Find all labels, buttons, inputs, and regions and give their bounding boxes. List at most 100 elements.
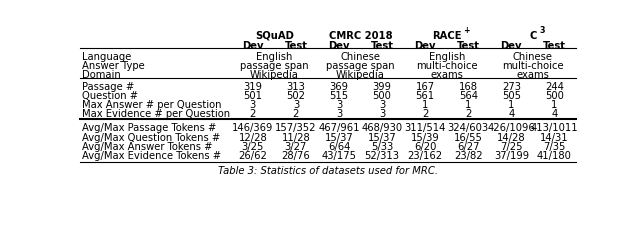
Text: 324/603: 324/603	[448, 123, 489, 133]
Text: Table 3: Statistics of datasets used for MRC.: Table 3: Statistics of datasets used for…	[218, 165, 438, 175]
Text: 3: 3	[336, 100, 342, 110]
Text: 1: 1	[422, 100, 428, 110]
Text: Wikipedia: Wikipedia	[336, 70, 385, 80]
Text: 12/28: 12/28	[239, 132, 268, 142]
Text: exams: exams	[516, 70, 549, 80]
Text: 26/62: 26/62	[238, 150, 268, 160]
Text: 3: 3	[379, 109, 385, 119]
Text: Avg/Max Question Tokens #: Avg/Max Question Tokens #	[82, 132, 220, 142]
Text: 311/514: 311/514	[404, 123, 446, 133]
Text: 561: 561	[415, 91, 435, 100]
Text: C: C	[529, 31, 536, 41]
Text: 3: 3	[336, 109, 342, 119]
Text: 244: 244	[545, 81, 564, 91]
Text: 6/64: 6/64	[328, 141, 350, 151]
Text: Answer Type: Answer Type	[82, 61, 145, 71]
Text: Dev: Dev	[415, 41, 436, 51]
Text: 23/82: 23/82	[454, 150, 483, 160]
Text: 3: 3	[540, 26, 545, 35]
Text: 146/369: 146/369	[232, 123, 273, 133]
Text: Question #: Question #	[82, 91, 138, 100]
Text: 313: 313	[287, 81, 305, 91]
Text: Domain: Domain	[82, 70, 121, 80]
Text: 37/199: 37/199	[494, 150, 529, 160]
Text: Avg/Max Evidence Tokens #: Avg/Max Evidence Tokens #	[82, 150, 221, 160]
Text: 3/27: 3/27	[285, 141, 307, 151]
Text: 502: 502	[287, 91, 305, 100]
Text: 2: 2	[250, 109, 256, 119]
Text: 7/25: 7/25	[500, 141, 523, 151]
Text: Avg/Max Answer Tokens #: Avg/Max Answer Tokens #	[82, 141, 212, 151]
Text: Chinese: Chinese	[340, 52, 381, 61]
Text: Chinese: Chinese	[513, 52, 553, 61]
Text: Max Answer # per Question: Max Answer # per Question	[82, 100, 221, 110]
Text: 500: 500	[372, 91, 392, 100]
Text: Max Evidence # per Question: Max Evidence # per Question	[82, 109, 230, 119]
Text: 167: 167	[415, 81, 435, 91]
Text: 319: 319	[243, 81, 262, 91]
Text: 564: 564	[459, 91, 478, 100]
Text: Dev: Dev	[500, 41, 522, 51]
Text: 41/180: 41/180	[537, 150, 572, 160]
Text: 6/27: 6/27	[457, 141, 479, 151]
Text: 2: 2	[292, 109, 299, 119]
Text: 15/37: 15/37	[324, 132, 353, 142]
Text: 52/313: 52/313	[365, 150, 399, 160]
Text: English: English	[429, 52, 465, 61]
Text: 43/175: 43/175	[321, 150, 356, 160]
Text: 515: 515	[330, 91, 349, 100]
Text: 467/961: 467/961	[318, 123, 360, 133]
Text: 369: 369	[330, 81, 349, 91]
Text: Test: Test	[457, 41, 480, 51]
Text: 413/1011: 413/1011	[531, 123, 579, 133]
Text: 468/930: 468/930	[362, 123, 403, 133]
Text: 15/39: 15/39	[411, 132, 440, 142]
Text: 7/35: 7/35	[543, 141, 566, 151]
Text: 426/1096: 426/1096	[488, 123, 535, 133]
Text: 168: 168	[459, 81, 478, 91]
Text: Wikipedia: Wikipedia	[250, 70, 299, 80]
Text: 15/37: 15/37	[368, 132, 396, 142]
Text: multi-choice: multi-choice	[416, 61, 477, 71]
Text: 16/55: 16/55	[454, 132, 483, 142]
Text: 273: 273	[502, 81, 521, 91]
Text: 4: 4	[551, 109, 557, 119]
Text: 505: 505	[502, 91, 521, 100]
Text: SQuAD: SQuAD	[255, 31, 294, 41]
Text: exams: exams	[430, 70, 463, 80]
Text: 157/352: 157/352	[275, 123, 317, 133]
Text: 6/20: 6/20	[414, 141, 436, 151]
Text: RACE: RACE	[432, 31, 461, 41]
Text: 23/162: 23/162	[408, 150, 443, 160]
Text: Test: Test	[284, 41, 307, 51]
Text: 2: 2	[422, 109, 428, 119]
Text: 1: 1	[465, 100, 472, 110]
Text: passage span: passage span	[240, 61, 308, 71]
Text: 11/28: 11/28	[282, 132, 310, 142]
Text: Language: Language	[82, 52, 131, 61]
Text: Passage #: Passage #	[82, 81, 134, 91]
Text: Dev: Dev	[328, 41, 349, 51]
Text: 3: 3	[250, 100, 256, 110]
Text: 14/28: 14/28	[497, 132, 525, 142]
Text: 3: 3	[292, 100, 299, 110]
Text: CMRC 2018: CMRC 2018	[329, 31, 392, 41]
Text: 399: 399	[372, 81, 392, 91]
Text: 501: 501	[243, 91, 262, 100]
Text: 28/76: 28/76	[282, 150, 310, 160]
Text: 4: 4	[508, 109, 515, 119]
Text: multi-choice: multi-choice	[502, 61, 564, 71]
Text: 1: 1	[551, 100, 557, 110]
Text: 3: 3	[379, 100, 385, 110]
Text: 14/31: 14/31	[540, 132, 569, 142]
Text: +: +	[463, 26, 470, 35]
Text: Avg/Max Passage Tokens #: Avg/Max Passage Tokens #	[82, 123, 216, 133]
Text: passage span: passage span	[326, 61, 395, 71]
Text: Dev: Dev	[242, 41, 264, 51]
Text: Test: Test	[371, 41, 394, 51]
Text: 500: 500	[545, 91, 564, 100]
Text: English: English	[256, 52, 292, 61]
Text: 5/33: 5/33	[371, 141, 393, 151]
Text: Test: Test	[543, 41, 566, 51]
Text: 2: 2	[465, 109, 472, 119]
